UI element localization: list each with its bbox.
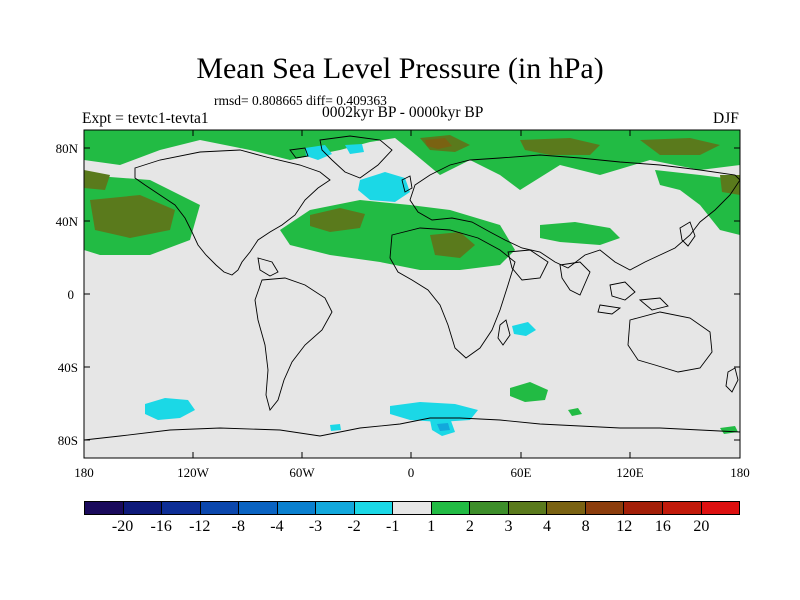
colorbar-segment: [701, 502, 740, 514]
colorbar-segment: [624, 502, 663, 514]
colorbar-segment: [239, 502, 278, 514]
lat-label-0: 0: [68, 287, 75, 302]
lat-label-80s: 80S: [58, 433, 78, 448]
axis-ticks: [84, 130, 740, 458]
colorbar-label: -3: [308, 518, 323, 535]
colorbar-segment: [354, 502, 394, 514]
colorbar: [84, 501, 740, 515]
colorbar-segment: [585, 502, 625, 514]
colorbar-segment: [431, 502, 471, 514]
lon-label-120w: 120W: [177, 465, 210, 480]
colorbar-label: 16: [654, 518, 671, 535]
season-label: DJF: [713, 110, 739, 127]
colorbar-segment: [662, 502, 702, 514]
colorbar-label: 3: [504, 518, 513, 535]
lon-label-180w: 180: [74, 465, 94, 480]
lon-label-120e: 120E: [616, 465, 644, 480]
colorbar-label: 12: [616, 518, 633, 535]
weak-negative-regions: [437, 423, 450, 431]
colorbar-segment: [123, 502, 163, 514]
colorbar-label: -12: [189, 518, 211, 535]
colorbar-segment: [470, 502, 509, 514]
period-label: 0002kyr BP - 0000kyr BP: [322, 104, 484, 121]
lat-label-80n: 80N: [56, 141, 79, 156]
chart-title: Mean Sea Level Pressure (in hPa): [196, 52, 604, 85]
colorbar-label: -20: [111, 518, 134, 535]
colorbar-label: -16: [150, 518, 172, 535]
colorbar-label: -1: [386, 518, 400, 535]
colorbar-label: 8: [581, 518, 590, 535]
colorbar-label: 1: [427, 518, 436, 535]
stats-text: rmsd= 0.808665 diff= 0.409363: [214, 93, 387, 108]
lat-label-40n: 40N: [56, 214, 79, 229]
colorbar-segment: [162, 502, 201, 514]
colorbar-label: -4: [270, 518, 284, 535]
lat-label-40s: 40S: [58, 360, 78, 375]
negative-anomaly-regions: [145, 144, 536, 436]
colorbar-segment: [200, 502, 240, 514]
colorbar-label: 4: [543, 518, 552, 535]
colorbar-label: -2: [347, 518, 361, 535]
coastlines: [84, 135, 740, 441]
lon-label-60w: 60W: [289, 465, 315, 480]
colorbar-segment: [85, 502, 124, 514]
lon-label-0: 0: [408, 465, 415, 480]
colorbar-label: 20: [693, 518, 710, 535]
lon-label-180e: 180: [730, 465, 750, 480]
colorbar-segment: [547, 502, 586, 514]
experiment-label: Expt = tevtc1-tevta1: [82, 110, 209, 127]
colorbar-label: -8: [231, 518, 246, 535]
colorbar-segment: [508, 502, 548, 514]
colorbar-segment: [393, 502, 432, 514]
colorbar-segment: [277, 502, 317, 514]
colorbar-label: 2: [465, 518, 474, 535]
stronger-positive-regions: [425, 138, 452, 149]
lon-label-60e: 60E: [511, 465, 532, 480]
colorbar-segment: [316, 502, 355, 514]
